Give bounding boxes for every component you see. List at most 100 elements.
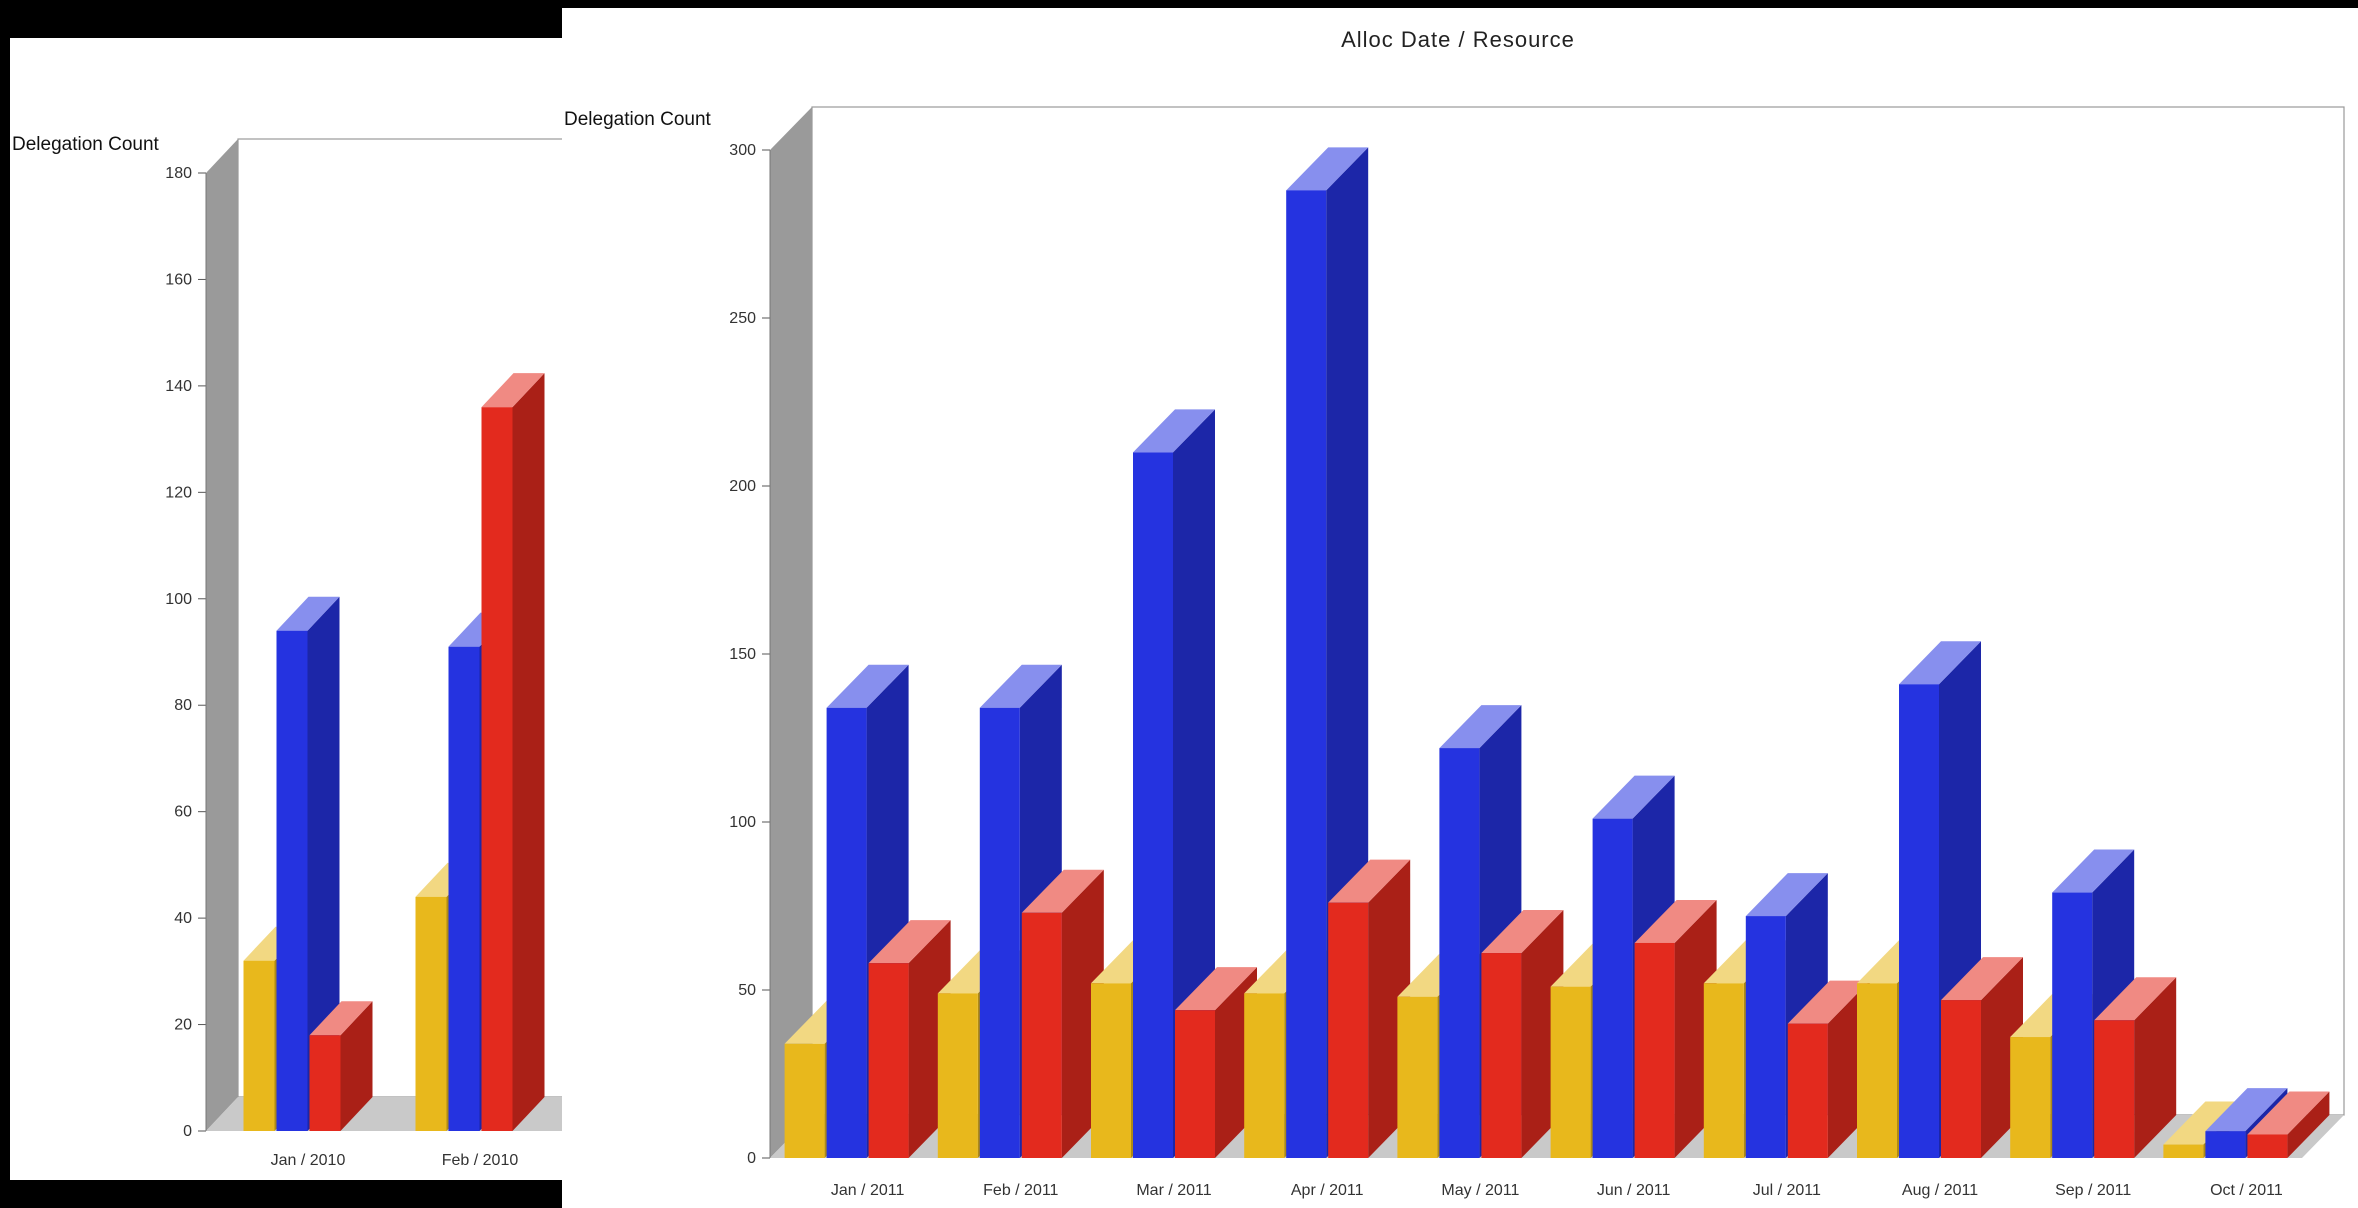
bar: [826, 707, 867, 1158]
bar-top-face: [826, 664, 909, 708]
y-tick-label: 200: [729, 478, 756, 495]
bar-top-face: [868, 920, 951, 964]
bar-top-face: [1787, 980, 1870, 1024]
x-tick-label: Feb / 2011: [983, 1182, 1058, 1199]
bar: [1328, 902, 1369, 1158]
y-tick-label: 40: [174, 910, 192, 927]
bar-side-face: [2134, 977, 2177, 1158]
y-axis-label: Delegation Count: [12, 134, 160, 155]
bar: [784, 1043, 825, 1158]
bar-side-face: [2287, 1091, 2330, 1158]
y-tick-label: 120: [165, 484, 192, 501]
y-tick-label: 60: [174, 804, 192, 821]
bar-top-face: [1439, 705, 1522, 749]
y-tick-label: 160: [165, 271, 192, 288]
y-tick-label: 0: [747, 1150, 756, 1167]
bar-side-face: [340, 1001, 373, 1131]
x-tick-label: Oct / 2011: [2210, 1182, 2283, 1199]
bar: [868, 963, 909, 1158]
bar: [1439, 748, 1480, 1158]
y-tick-label: 20: [174, 1017, 192, 1034]
bar-top-face: [1481, 910, 1564, 954]
bar-side-face: [1173, 409, 1215, 1158]
bar-top-face: [2247, 1091, 2330, 1135]
bar-top-face: [1941, 957, 2023, 1001]
bar-top-face: [481, 373, 545, 408]
x-tick-label: May / 2011: [1441, 1182, 1519, 1199]
y-tick-label: 250: [729, 310, 756, 327]
bar-side-face: [512, 373, 545, 1132]
bar: [1941, 1000, 1981, 1158]
bar: [309, 1035, 341, 1131]
bar: [1481, 953, 1522, 1158]
bar: [2163, 1144, 2204, 1158]
bar: [1703, 983, 1744, 1158]
bar-top-face: [1634, 899, 1717, 943]
bar-side-face: [307, 596, 340, 1131]
y-tick-label: 180: [165, 165, 192, 182]
x-tick-label: Mar / 2011: [1136, 1182, 1211, 1199]
chart-title: Alloc Date / Resource: [1341, 27, 1575, 52]
y-tick-label: 80: [174, 697, 192, 714]
bar: [1133, 452, 1173, 1158]
y-tick-label: 140: [165, 378, 192, 395]
bar: [1021, 912, 1062, 1158]
chart-panel-2010: 0 20 40 60 80 100 120 140 160 180 Jan / 2010 Feb / …: [10, 38, 562, 1180]
bar: [276, 630, 308, 1131]
bar-top-face: [1899, 641, 1981, 685]
plot-side-wall: [206, 139, 238, 1131]
bar-top-face: [1286, 147, 1369, 191]
y-axis-label: Delegation Count: [564, 109, 712, 130]
x-tick-label: Jan / 2010: [271, 1152, 346, 1169]
bar: [1787, 1023, 1828, 1158]
bar: [1634, 942, 1675, 1158]
y-tick-label: 100: [165, 591, 192, 608]
bar-top-face: [2205, 1088, 2288, 1132]
bar-top-face: [2094, 977, 2177, 1021]
plot-side-wall: [770, 107, 812, 1158]
bar-top-face: [276, 596, 340, 631]
x-tick-label: Jul / 2011: [1753, 1182, 1821, 1199]
bar: [2205, 1131, 2246, 1158]
bar-top-face: [309, 1001, 373, 1036]
bar-top-face: [2052, 849, 2135, 893]
chart-panel-2011: 0 50 100 150 200 250 300 Jan / 2011 Feb / 2011 Ma…: [562, 8, 2358, 1208]
bar: [1857, 983, 1897, 1158]
bar: [1745, 916, 1786, 1158]
bar: [1175, 1010, 1215, 1158]
bar: [448, 646, 480, 1131]
bar: [1550, 986, 1591, 1158]
chart-2010: 0 20 40 60 80 100 120 140 160 180 Jan / 2010 Feb / …: [12, 134, 562, 1169]
chart-2011: 0 50 100 150 200 250 300 Jan / 2011 Feb / 2011 Ma…: [564, 27, 2345, 1199]
x-tick-label: Sep / 2011: [2055, 1182, 2131, 1199]
bar-top-face: [1328, 859, 1411, 903]
bar-top-face: [1021, 869, 1104, 913]
bar: [1244, 993, 1285, 1158]
bar: [481, 407, 513, 1132]
bar: [2010, 1037, 2051, 1158]
x-tick-label: Apr / 2011: [1291, 1182, 1364, 1199]
y-tick-label: 50: [738, 982, 756, 999]
bar-top-face: [1592, 775, 1675, 819]
x-tick-label: Feb / 2010: [442, 1152, 519, 1169]
bar: [1899, 684, 1939, 1158]
bar: [415, 896, 447, 1131]
bar: [937, 993, 978, 1158]
bar: [2052, 892, 2093, 1158]
bar-top-face: [1175, 967, 1257, 1011]
x-tick-label: Jan / 2011: [831, 1182, 905, 1199]
bar: [1397, 996, 1438, 1158]
y-tick-label: 0: [183, 1123, 192, 1140]
bar: [243, 960, 275, 1131]
bar: [979, 707, 1020, 1158]
bar: [1592, 818, 1633, 1158]
bar: [1286, 190, 1327, 1158]
bar-top-face: [979, 664, 1062, 708]
x-tick-label: Jun / 2011: [1597, 1182, 1671, 1199]
bar: [1091, 983, 1131, 1158]
bar: [2247, 1134, 2288, 1158]
y-tick-label: 150: [729, 646, 756, 663]
y-tick-label: 100: [729, 814, 756, 831]
y-tick-label: 300: [729, 142, 756, 159]
bar-top-face: [1745, 873, 1828, 917]
